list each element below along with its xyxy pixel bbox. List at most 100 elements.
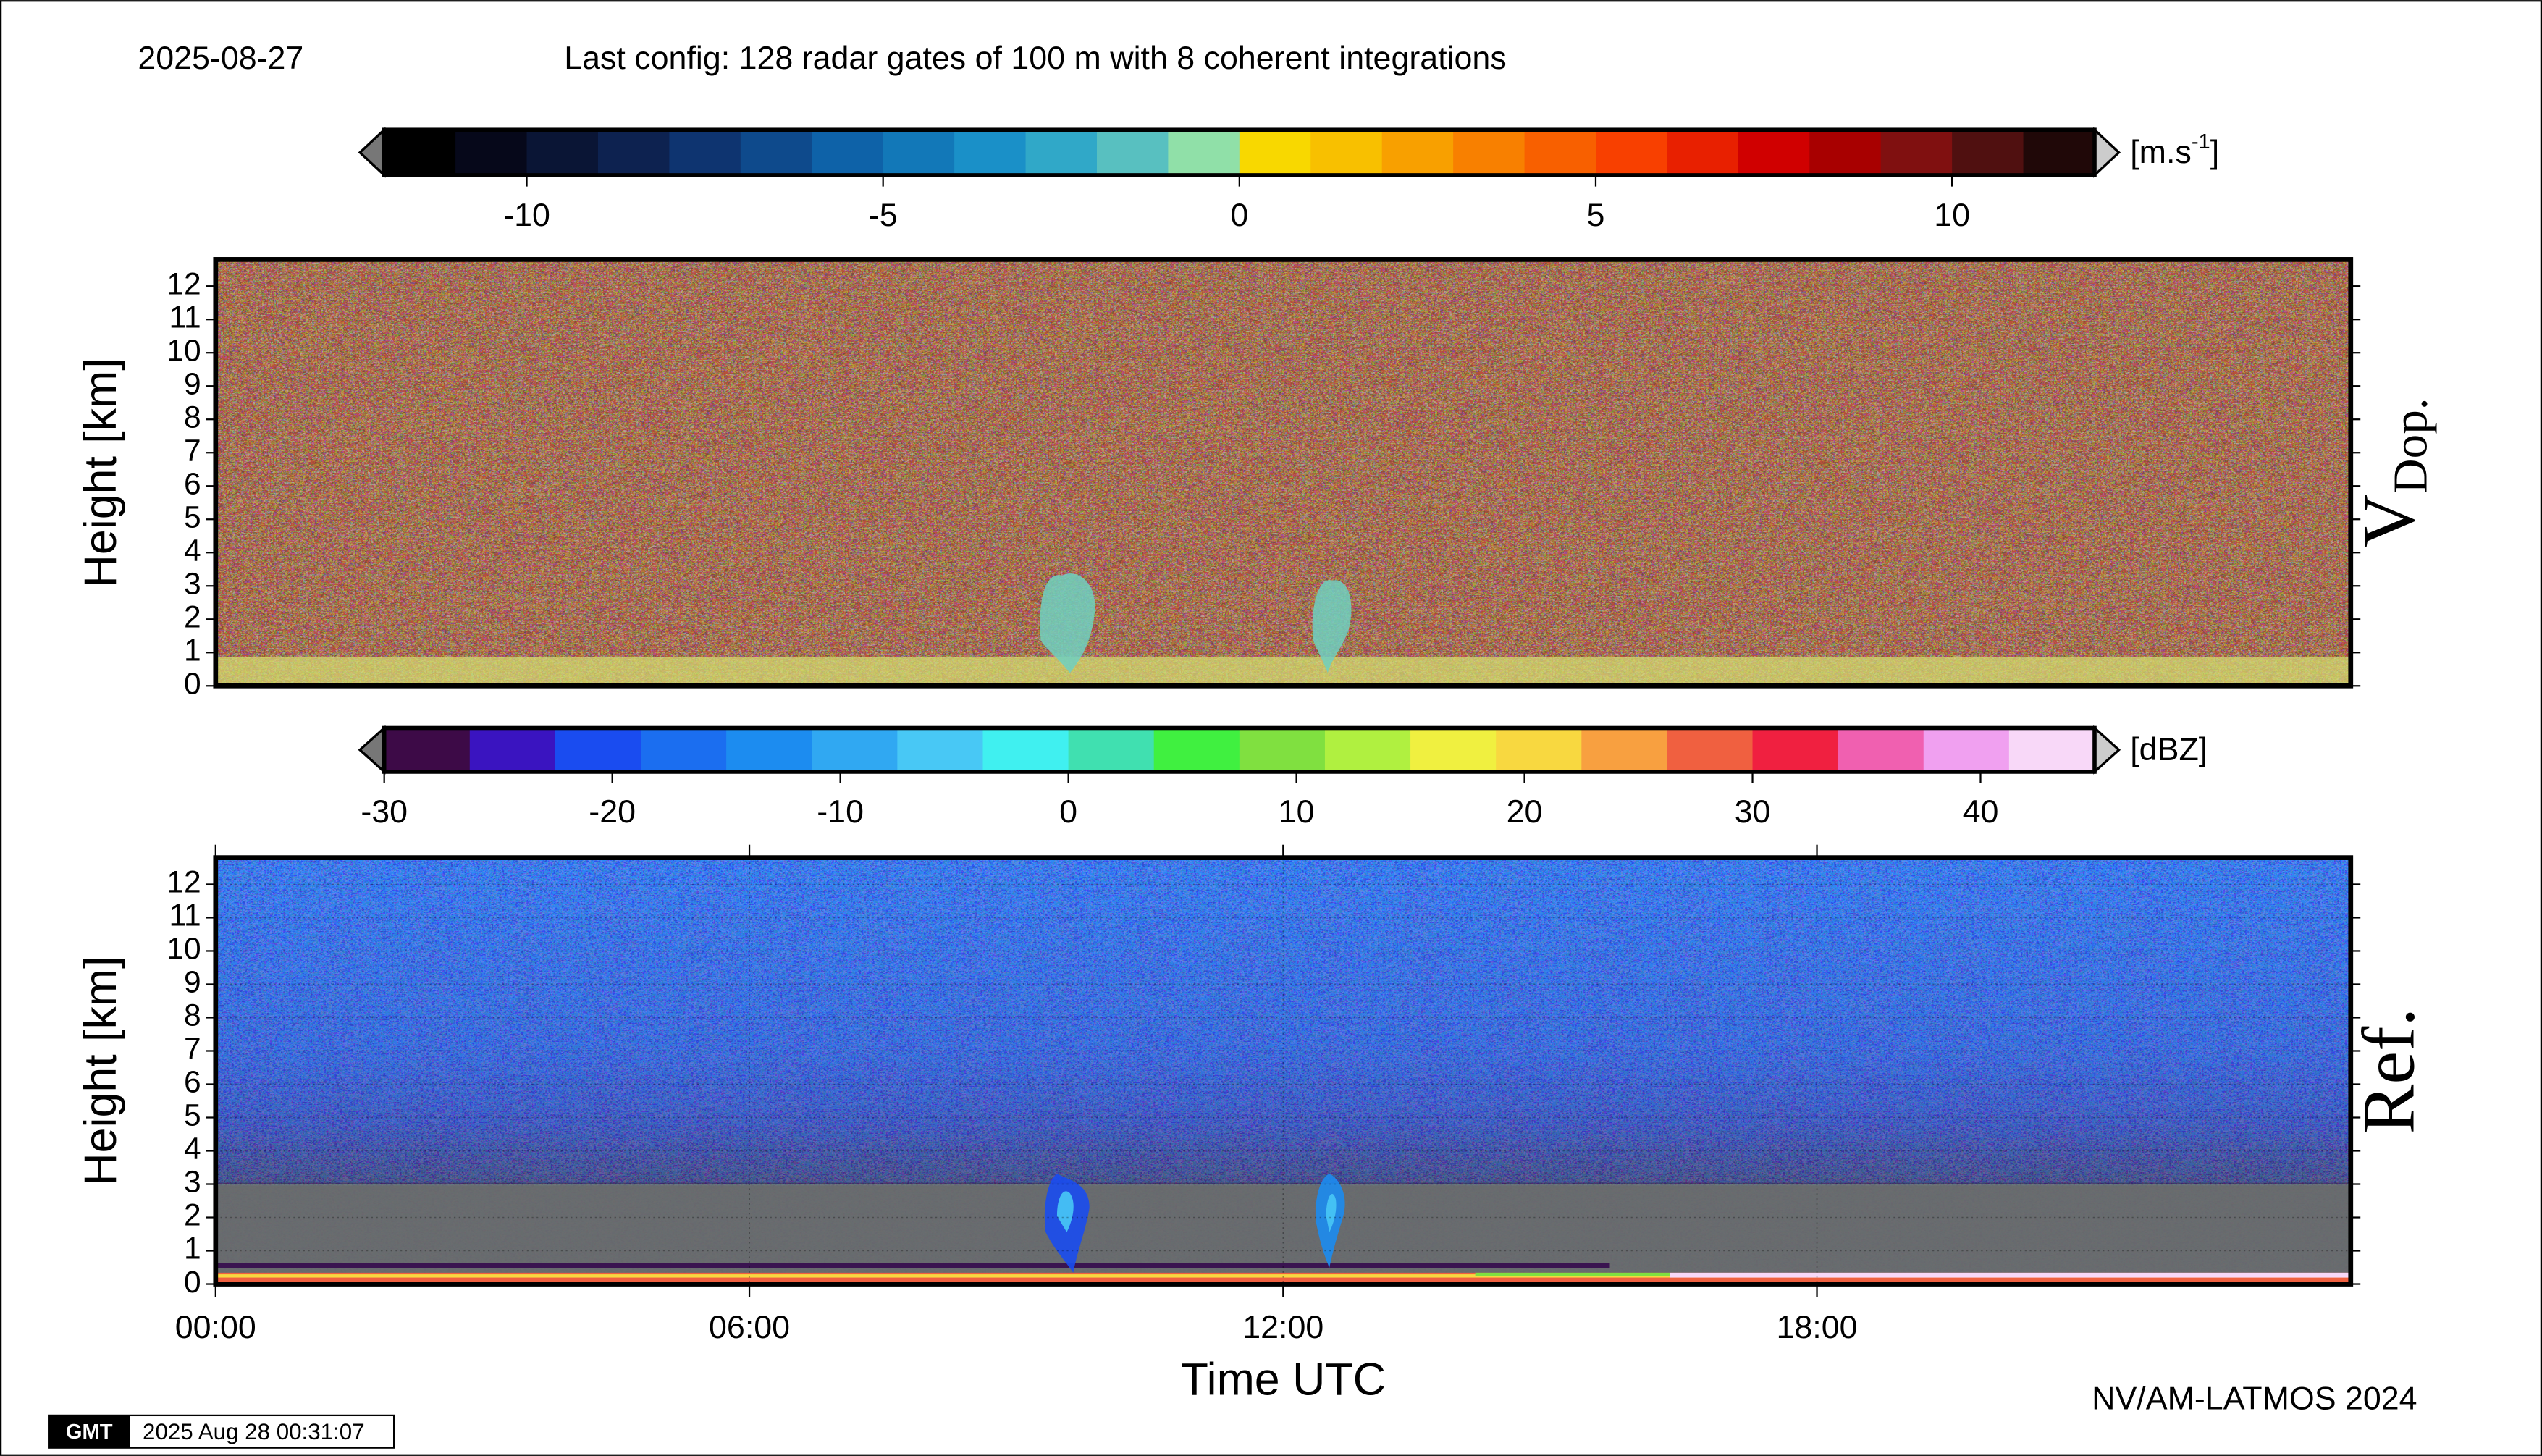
colorbar-segment [384, 130, 457, 175]
colorbar-segment [1738, 130, 1811, 175]
y-tick-label: 2 [184, 600, 201, 635]
colorbar-segment [669, 130, 741, 175]
colorbar-segment [1667, 728, 1754, 772]
colorbar-segment [1324, 728, 1411, 772]
colorbar-segment [1524, 130, 1596, 175]
colorbar-tick-label: -5 [869, 197, 898, 233]
low-layer [215, 1263, 1610, 1268]
echo [1312, 580, 1352, 673]
colorbar-tick-label: 10 [1279, 794, 1315, 830]
colorbar-segment [954, 130, 1027, 175]
colorbar-segment [1752, 728, 1839, 772]
y-tick-label: 7 [184, 433, 201, 468]
y-tick-label: 6 [184, 466, 201, 501]
y-tick-label: 6 [184, 1065, 201, 1100]
colorbar-tick-label: 30 [1735, 794, 1771, 830]
echo [1326, 1193, 1337, 1232]
config: Last config: 128 radar gates of 100 m wi… [564, 40, 1506, 76]
colorbar-tick-label: 5 [1587, 197, 1605, 233]
colorbar-segment [1453, 130, 1525, 175]
plot-frame [213, 855, 2354, 1287]
colorbar-tick-label: 20 [1507, 794, 1543, 830]
y-tick-label: 5 [184, 1098, 201, 1133]
unit-part: [dBZ] [2130, 731, 2208, 767]
colorbar-segment [597, 130, 670, 175]
date: 2025-08-27 [138, 40, 303, 76]
colorbar-segment [726, 728, 813, 772]
y-tick-label: 1 [184, 634, 201, 668]
y-tick-label: 12 [167, 266, 201, 301]
colorbar-segment [1952, 130, 2024, 175]
y-axis-label: Height [km] [75, 358, 126, 587]
noise [215, 259, 2351, 686]
colorbar-segment [812, 130, 884, 175]
colorbar-segment [982, 728, 1069, 772]
colorbar-segment [555, 728, 641, 772]
y-tick-label: 8 [184, 400, 201, 434]
unit-part: [m.s [2130, 134, 2192, 170]
y-tick-label: 2 [184, 1198, 201, 1233]
colorbar-unit: [dBZ] [2130, 731, 2208, 767]
y-tick-label: 11 [169, 300, 201, 334]
colorbar-segment [740, 130, 813, 175]
surface-band [215, 1274, 2351, 1278]
colorbar-segment [2008, 728, 2095, 772]
colorbar-segment [1096, 130, 1169, 175]
y-tick-label: 9 [184, 965, 201, 1000]
panel-title: VDop. [2347, 397, 2438, 547]
x-axis-label: Time UTC [1181, 1355, 1386, 1405]
colorbar-tick-label: -10 [503, 197, 550, 233]
x-tick-label: 06:00 [709, 1309, 790, 1345]
colorbar-tick-label: -30 [361, 794, 408, 830]
colorbar-segment [1496, 728, 1583, 772]
colorbar-segment [1153, 728, 1240, 772]
y-tick-label: 0 [184, 1265, 201, 1300]
y-tick-label: 4 [184, 1132, 201, 1166]
y-tick-label: 8 [184, 998, 201, 1033]
title-sub: Dop. [2383, 397, 2438, 493]
y-tick-label: 4 [184, 533, 201, 568]
colorbar-segment [1581, 728, 1668, 772]
colorbar-tick-label: 0 [1059, 794, 1077, 830]
x-tick-label: 00:00 [175, 1309, 256, 1345]
colorbar-tick-label: 10 [1934, 197, 1970, 233]
y-tick-label: 12 [167, 865, 201, 900]
colorbar-segment [1025, 130, 1098, 175]
colorbar-segment [1239, 728, 1326, 772]
x-tick-label: 12:00 [1242, 1309, 1323, 1345]
colorbar-segment [1381, 130, 1455, 175]
colorbar-segment [883, 130, 956, 175]
colorbar-tick-label: -10 [817, 794, 864, 830]
plot-frame [213, 257, 2354, 689]
y-tick-label: 10 [167, 932, 201, 967]
colorbar-segment [526, 130, 599, 175]
colorbar-segment [897, 728, 984, 772]
colorbar-tick-label: -20 [589, 794, 636, 830]
unit-part: ] [2210, 134, 2219, 170]
timestamp-box: GMT 2025 Aug 28 00:31:07 [48, 1414, 395, 1449]
y-tick-label: 5 [184, 500, 201, 534]
colorbar-segment [1838, 728, 1924, 772]
colorbar-segment [1168, 130, 1240, 175]
y-tick-label: 1 [184, 1232, 201, 1266]
panel-title: Ref. [2347, 1008, 2430, 1134]
colorbar-unit: [m.s-1] [2130, 130, 2219, 170]
noise [215, 857, 2351, 1284]
heatmap-image [215, 259, 2351, 686]
echo [1056, 1191, 1074, 1232]
unit-part: -1 [2192, 130, 2210, 153]
colorbar-frame [382, 725, 2097, 774]
surface-band [1670, 1272, 2351, 1278]
colorbar-segment [2023, 130, 2095, 175]
surface-noise [215, 656, 2351, 686]
colorbar-segment [1923, 728, 2010, 772]
credit: NV/AM-LATMOS 2024 [2092, 1381, 2417, 1417]
colorbar-segment [1239, 130, 1312, 175]
y-tick-label: 3 [184, 1165, 201, 1200]
logo: GMT [66, 1421, 113, 1444]
colorbar-segment [812, 728, 898, 772]
colorbar-segment [1410, 728, 1497, 772]
y-tick-label: 7 [184, 1032, 201, 1066]
colorbar-tick-label: 0 [1230, 197, 1248, 233]
